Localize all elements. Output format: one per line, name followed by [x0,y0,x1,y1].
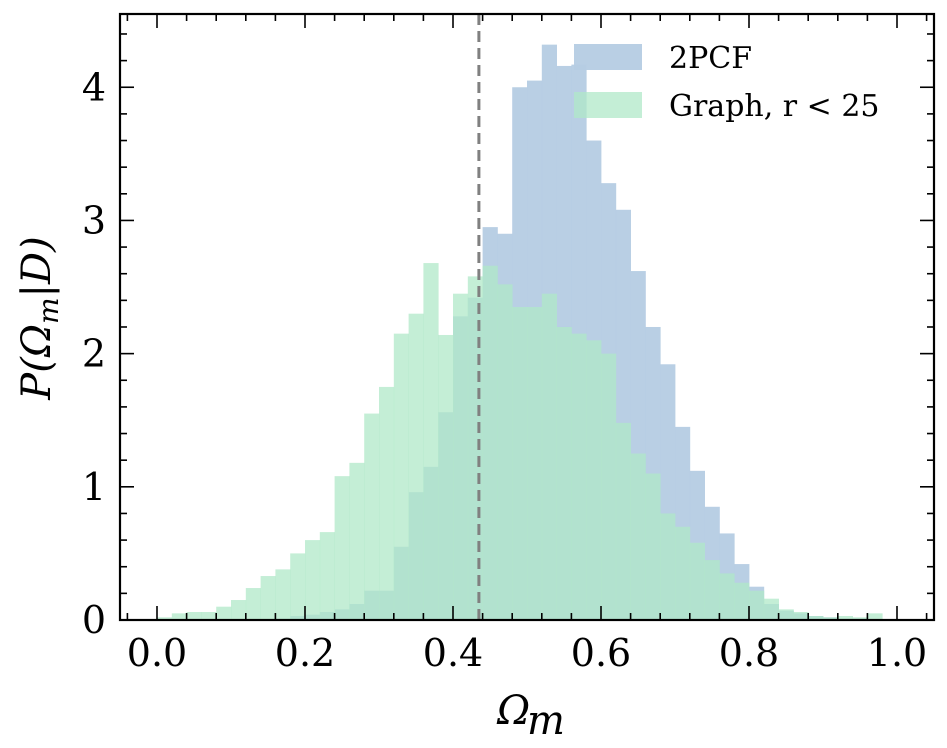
y-tick-label: 1 [82,465,106,509]
bar-2-31 [615,422,631,620]
bar-2-6 [245,588,261,620]
bar-2-5 [231,600,247,620]
bar-2-25 [527,307,543,620]
bar-2-3 [201,612,217,620]
bar-2-44 [808,616,824,620]
bar-2-43 [793,612,809,620]
legend-swatch-1 [574,44,642,70]
bars-layer [157,44,883,621]
bar-2-29 [586,340,602,620]
y-tick-label: 0 [82,598,106,642]
bar-2-34 [660,513,676,620]
bar-2-16 [393,333,409,620]
bar-2-20 [453,293,469,620]
bar-2-39 [734,582,750,620]
bar-2-33 [645,473,661,620]
plot-frame [118,12,936,622]
bar-2-40 [749,590,765,620]
bar-2-22 [482,265,498,620]
bar-2-13 [349,462,365,620]
y-tick-label: 4 [82,65,106,109]
tick-labels: 0.0 0.2 0.4 0.6 0.8 1.0 0 1 2 3 4 [82,65,927,675]
bar-2-37 [704,560,720,620]
x-tick-label: 0.0 [127,631,187,675]
bar-2-4 [216,606,232,620]
bar-2-24 [512,307,528,620]
x-tick-label: 0.8 [719,631,779,675]
bar-2-26 [541,293,557,620]
bar-2-36 [689,542,705,620]
ticks-layer [120,14,934,621]
x-tick-label: 0.4 [423,631,483,675]
bar-2-18 [423,263,439,620]
bar-2-19 [438,334,454,620]
bar-2-2 [186,612,202,620]
y-tick-label: 3 [82,198,106,242]
legend: 2PCF Graph, r < 25 [574,41,880,124]
bar-2-14 [364,413,380,620]
series-2 [157,263,883,620]
bar-2-12 [334,476,350,620]
bar-2-45 [823,617,839,620]
bar-2-9 [290,553,306,620]
x-axis-title-sub: m [527,698,565,744]
bar-2-28 [571,333,587,620]
bar-2-47 [852,617,868,620]
bar-2-30 [601,353,617,620]
x-axis-title-omega: Ω [496,688,530,734]
bar-2-17 [408,313,424,620]
bar-2-27 [556,326,572,620]
legend-swatch-2 [574,92,642,118]
bar-2-23 [497,284,513,620]
y-axis-title-text: P(Ωm|D) [14,236,65,400]
bar-2-7 [260,576,276,620]
bar-2-35 [675,526,691,620]
bar-2-8 [275,569,291,620]
bar-2-10 [305,540,321,620]
bar-2-41 [763,598,779,620]
legend-label-2: Graph, r < 25 [669,89,880,124]
bar-2-48 [867,613,883,620]
bar-2-38 [719,573,735,620]
x-axis-title: Ω m [496,688,565,744]
x-tick-label: 0.6 [571,631,631,675]
y-axis-title: P(Ωm|D) [14,236,65,400]
bar-2-46 [837,616,853,620]
bar-2-32 [630,453,646,620]
bar-2-21 [467,276,483,620]
bar-2-42 [778,609,794,620]
bar-2-11 [319,532,335,620]
y-tick-label: 2 [82,332,106,376]
legend-label-1: 2PCF [669,41,752,76]
bar-2-0 [157,617,173,620]
x-tick-label: 0.2 [275,631,335,675]
bar-2-1 [171,613,187,620]
bar-2-15 [379,386,395,620]
x-tick-label: 1.0 [867,631,927,675]
